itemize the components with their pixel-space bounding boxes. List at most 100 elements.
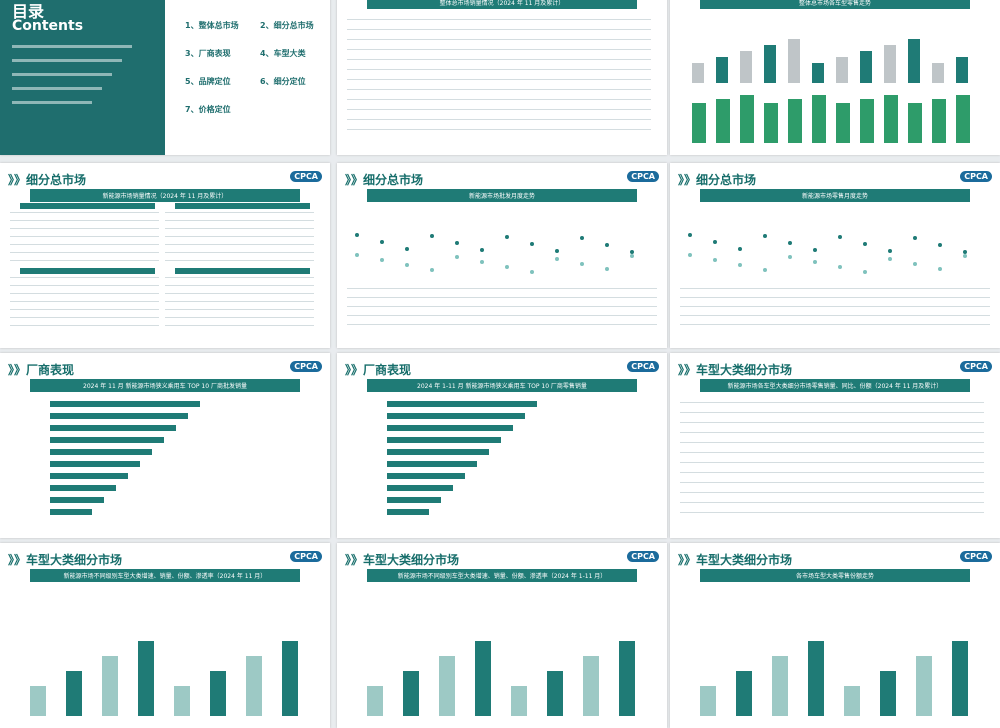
- bar: [692, 103, 706, 143]
- table-row: [347, 69, 651, 70]
- slide-subtitle: 新能源市场零售月度走势: [700, 189, 970, 202]
- table-row: [347, 315, 657, 316]
- bar: [50, 485, 116, 491]
- title-prefix: 》》: [678, 553, 697, 567]
- table-row: [347, 119, 651, 120]
- bar: [619, 641, 635, 716]
- slide: 》》细分总市场 CPCA 新能源市场零售月度走势: [670, 163, 1000, 348]
- table-row: [347, 99, 651, 100]
- title-prefix: 》》: [678, 363, 697, 377]
- bar: [808, 641, 824, 716]
- contents-item: 5、品牌定位: [185, 77, 231, 86]
- point: [963, 254, 967, 258]
- bar: [956, 95, 970, 143]
- slide-title: 》》车型大类细分市场: [345, 551, 459, 568]
- table-row: [347, 29, 651, 30]
- contents-item: 4、车型大类: [260, 49, 306, 58]
- point: [355, 253, 359, 257]
- contents-item: 2、细分总市场: [260, 21, 314, 30]
- title-text: 厂商表现: [363, 363, 412, 377]
- slide-title: 》》车型大类细分市场: [678, 361, 792, 378]
- point: [380, 240, 384, 244]
- table-row: [680, 412, 984, 413]
- bar: [836, 57, 848, 83]
- slide-title: 》》厂商表现: [345, 361, 411, 378]
- slide-subtitle: 各市场车型大类零售份额走势: [700, 569, 970, 582]
- bar: [282, 641, 298, 716]
- slide-body: [680, 393, 990, 526]
- table-row: [10, 309, 159, 310]
- slide: 》》细分总市场 CPCA 新能源市场批发月度走势: [337, 163, 667, 348]
- bar: [812, 95, 826, 143]
- logo: CPCA: [627, 171, 659, 182]
- bar: [836, 103, 850, 143]
- title-text: 厂商表现: [26, 363, 75, 377]
- point: [888, 257, 892, 261]
- title-prefix: 》》: [345, 173, 364, 187]
- logo: CPCA: [290, 551, 322, 562]
- table-head: [175, 268, 310, 274]
- table-row: [680, 472, 984, 473]
- point: [713, 240, 717, 244]
- point: [505, 265, 509, 269]
- point: [863, 242, 867, 246]
- table-row: [10, 301, 159, 302]
- bar: [367, 686, 383, 716]
- table-row: [10, 228, 159, 229]
- slide: 》》厂商表现 CPCA 2024 年 11 月 新能源市场狭义乘用车 TOP 10 …: [0, 353, 330, 538]
- slide-subtitle: 新能源市场批发月度走势: [367, 189, 637, 202]
- point: [688, 253, 692, 257]
- table-row: [165, 228, 314, 229]
- point: [405, 247, 409, 251]
- bar: [511, 686, 527, 716]
- bar: [812, 63, 824, 83]
- point: [605, 243, 609, 247]
- table-row: [165, 212, 314, 213]
- table-row: [165, 285, 314, 286]
- point: [480, 260, 484, 264]
- slide-body: [680, 583, 990, 716]
- point: [713, 258, 717, 262]
- point: [788, 241, 792, 245]
- table-row: [347, 297, 657, 298]
- note-line: [12, 101, 92, 104]
- bar: [387, 413, 525, 419]
- logo: CPCA: [290, 361, 322, 372]
- point: [788, 255, 792, 259]
- table-row: [165, 293, 314, 294]
- bar: [788, 99, 802, 143]
- title-prefix: 》》: [345, 553, 364, 567]
- point: [630, 250, 634, 254]
- bar: [740, 95, 754, 143]
- table-row: [10, 244, 159, 245]
- bar: [50, 449, 152, 455]
- bar: [860, 99, 874, 143]
- slide: 》》车型大类细分市场 CPCA 新能源市场不同级别车型大类增速、销量、份额、渗透率（…: [337, 543, 667, 728]
- point: [580, 236, 584, 240]
- title-text: 车型大类细分市场: [696, 363, 793, 377]
- bar: [387, 401, 537, 407]
- point: [580, 262, 584, 266]
- bar: [30, 686, 46, 716]
- title-prefix: 》》: [8, 363, 27, 377]
- table-row: [165, 244, 314, 245]
- point: [863, 270, 867, 274]
- table-row: [680, 315, 990, 316]
- point: [763, 268, 767, 272]
- table-row: [347, 324, 657, 325]
- bar: [736, 671, 752, 716]
- table-row: [10, 252, 159, 253]
- table-row: [10, 317, 159, 318]
- note-line: [12, 87, 102, 90]
- bar: [740, 51, 752, 83]
- table-row: [165, 325, 314, 326]
- bar: [387, 425, 513, 431]
- point: [888, 249, 892, 253]
- point: [763, 234, 767, 238]
- slide-body: [10, 583, 320, 716]
- table-row: [680, 462, 984, 463]
- bar: [387, 473, 465, 479]
- bar: [956, 57, 968, 83]
- slide-body: [680, 10, 990, 143]
